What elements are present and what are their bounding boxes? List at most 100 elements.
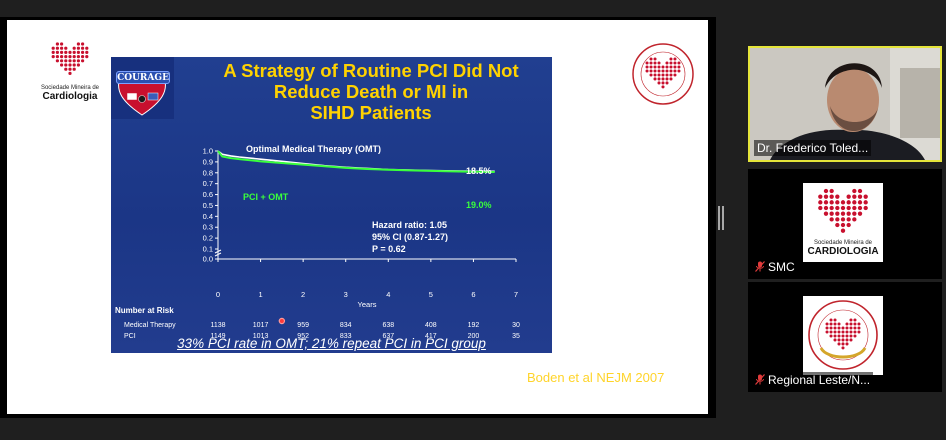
heart-dot bbox=[837, 334, 841, 338]
risk-value: 1138 bbox=[210, 322, 225, 329]
heart-dot bbox=[653, 61, 657, 65]
heart-dot bbox=[852, 188, 857, 194]
smc-logo: Sociedade Mineira de CARDIOLOGIA bbox=[803, 183, 883, 262]
heart-dot bbox=[657, 81, 661, 85]
x-tick-label: 4 bbox=[386, 290, 390, 299]
heart-dot bbox=[55, 46, 59, 50]
heart-dot bbox=[818, 205, 823, 211]
risk-value: 1013 bbox=[253, 333, 269, 340]
heart-dot bbox=[846, 211, 851, 216]
series-line bbox=[217, 150, 495, 174]
heart-dot bbox=[846, 205, 851, 211]
heart-dot bbox=[845, 342, 849, 346]
heart-dot bbox=[673, 65, 677, 69]
heart-dot bbox=[669, 77, 673, 81]
heart-dot bbox=[863, 205, 868, 211]
participant-name-text: SMC bbox=[768, 260, 795, 274]
heart-dot bbox=[649, 61, 653, 65]
heart-dot bbox=[852, 211, 857, 216]
heart-dot bbox=[823, 194, 829, 199]
heart-dot bbox=[81, 46, 85, 50]
y-tick-label: 1.0 bbox=[203, 147, 213, 156]
heart-dot bbox=[55, 59, 59, 63]
heart-dot bbox=[818, 200, 823, 205]
heart-dot bbox=[846, 200, 851, 205]
participant-tile-frederico[interactable]: Dr. Frederico Toled... bbox=[748, 46, 942, 162]
axis-break-mark bbox=[214, 249, 222, 257]
heart-dot bbox=[673, 57, 677, 61]
heart-dot bbox=[833, 338, 837, 342]
risk-value: 417 bbox=[425, 333, 437, 340]
heart-dot bbox=[829, 211, 834, 216]
risk-value: 408 bbox=[425, 322, 437, 329]
heart-dot bbox=[665, 65, 669, 69]
regional-logo bbox=[803, 296, 883, 375]
heart-dot bbox=[823, 211, 829, 216]
heart-dot bbox=[829, 330, 833, 334]
slide-title-line: A Strategy of Routine PCI Did Not bbox=[223, 60, 519, 81]
heart-dot bbox=[76, 42, 80, 46]
heart-dots-icon bbox=[51, 42, 89, 75]
heart-dot bbox=[81, 55, 85, 59]
heart-dot bbox=[72, 46, 76, 50]
heart-dot bbox=[829, 217, 834, 222]
y-tick-label: 0.8 bbox=[203, 168, 213, 177]
slide-title-line: Reduce Death or MI in bbox=[273, 81, 469, 102]
heart-dot bbox=[64, 50, 68, 54]
heart-dot bbox=[829, 326, 833, 330]
heart-dot bbox=[51, 46, 55, 50]
y-tick-label: 0.6 bbox=[203, 190, 213, 199]
layout-splitter-handle[interactable] bbox=[718, 206, 724, 230]
heart-dot bbox=[657, 61, 661, 65]
participant-tile-regional[interactable]: Regional Leste/N... bbox=[748, 282, 942, 392]
heart-dot bbox=[661, 73, 665, 77]
heart-dot bbox=[669, 65, 673, 69]
heart-dot bbox=[64, 59, 68, 63]
kaplan-meier-chart: 0.00.1 0.2 0.3 0.4 0.5 0.6 0.7 0.8 0.91.0 0 1 2 3 4 5 6… bbox=[115, 144, 520, 340]
heart-dot bbox=[68, 55, 72, 59]
heart-dot bbox=[829, 318, 833, 322]
heart-dot bbox=[653, 77, 657, 81]
slide-title: A Strategy of Routine PCI Did Not Reduce… bbox=[186, 60, 556, 123]
heart-dot bbox=[845, 338, 849, 342]
laser-pointer-icon bbox=[278, 317, 286, 325]
heart-dot bbox=[81, 42, 85, 46]
heart-dot bbox=[60, 46, 64, 50]
heart-dot bbox=[833, 330, 837, 334]
heart-dot bbox=[845, 322, 849, 326]
heart-dot bbox=[653, 69, 657, 73]
heart-dot bbox=[841, 334, 845, 338]
risk-row-name: PCI bbox=[124, 333, 136, 340]
heart-dot bbox=[657, 77, 661, 81]
heart-dot bbox=[857, 211, 863, 216]
heart-dot bbox=[849, 334, 853, 338]
logo-caption-small: Sociedade Mineira de bbox=[813, 240, 873, 246]
heart-dot bbox=[68, 71, 72, 75]
heart-dot bbox=[849, 330, 853, 334]
heart-dot bbox=[833, 322, 837, 326]
heart-dot bbox=[857, 205, 863, 211]
series-end-label-omt: 18.5% bbox=[466, 166, 492, 176]
heart-dot bbox=[85, 50, 89, 54]
sociedade-mineira-logo: Sociedade Mineira de Cardiologia bbox=[25, 40, 115, 102]
heart-dot bbox=[64, 67, 68, 71]
participant-name: Regional Leste/N... bbox=[752, 372, 874, 388]
participant-name: SMC bbox=[752, 259, 798, 275]
heart-dot bbox=[857, 326, 861, 330]
heart-dot bbox=[649, 65, 653, 69]
series-label-omt: Optimal Medical Therapy (OMT) bbox=[246, 144, 381, 154]
heart-dot bbox=[72, 59, 76, 63]
heart-dot bbox=[653, 65, 657, 69]
heart-dot bbox=[665, 61, 669, 65]
heart-dot bbox=[857, 322, 861, 326]
risk-value: 834 bbox=[340, 322, 352, 329]
heart-dot bbox=[661, 77, 665, 81]
heart-dot bbox=[823, 200, 829, 205]
heart-dot bbox=[68, 63, 72, 67]
heart-dot bbox=[825, 330, 829, 334]
heart-dot bbox=[645, 61, 649, 65]
heart-dot bbox=[677, 65, 681, 69]
participant-tile-smc[interactable]: Sociedade Mineira de CARDIOLOGIA SMC bbox=[748, 169, 942, 279]
heart-dot bbox=[841, 338, 845, 342]
heart-dot bbox=[841, 330, 845, 334]
